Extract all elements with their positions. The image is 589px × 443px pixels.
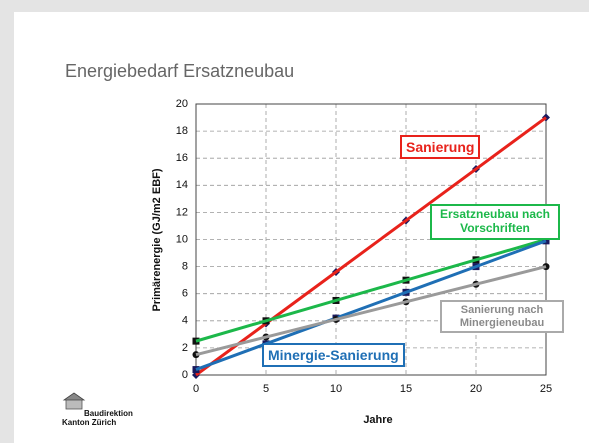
y-tick-label: 4 [182, 315, 188, 327]
y-tick-label: 0 [182, 369, 188, 381]
y-tick-label: 2 [182, 342, 188, 354]
x-tick-label: 20 [470, 383, 482, 395]
y-tick-label: 18 [176, 125, 188, 137]
series-line [195, 116, 547, 377]
series-label: Minergie-Sanierung [262, 343, 405, 368]
slide-title: Energiebedarf Ersatzneubau [65, 61, 294, 81]
x-axis-label: Jahre [363, 414, 392, 426]
series-label: Sanierung nach Minergieneubau [440, 300, 564, 334]
y-axis-label: Primärenergie (GJ/m2 EBF) [151, 168, 163, 311]
logo-line: Kanton Zürich [62, 418, 116, 427]
series-line [195, 238, 547, 343]
logo-icon [62, 392, 86, 410]
y-tick-label: 12 [176, 206, 188, 218]
y-tick-label: 20 [176, 98, 188, 110]
y-tick-label: 10 [176, 233, 188, 245]
x-tick-label: 10 [330, 383, 342, 395]
series-label: Ersatzneubau nach Vorschriften [430, 204, 560, 240]
y-tick-label: 14 [176, 179, 188, 191]
series-line [195, 265, 547, 357]
y-tick-label: 6 [182, 288, 188, 300]
x-tick-label: 5 [263, 383, 269, 395]
series-line [195, 239, 547, 371]
x-tick-label: 25 [540, 383, 552, 395]
logo-line: Baudirektion [84, 409, 133, 418]
x-tick-label: 15 [400, 383, 412, 395]
series-label: Sanierung [400, 135, 481, 160]
x-tick-label: 0 [193, 383, 199, 395]
y-tick-label: 16 [176, 152, 188, 164]
y-tick-label: 8 [182, 261, 188, 273]
